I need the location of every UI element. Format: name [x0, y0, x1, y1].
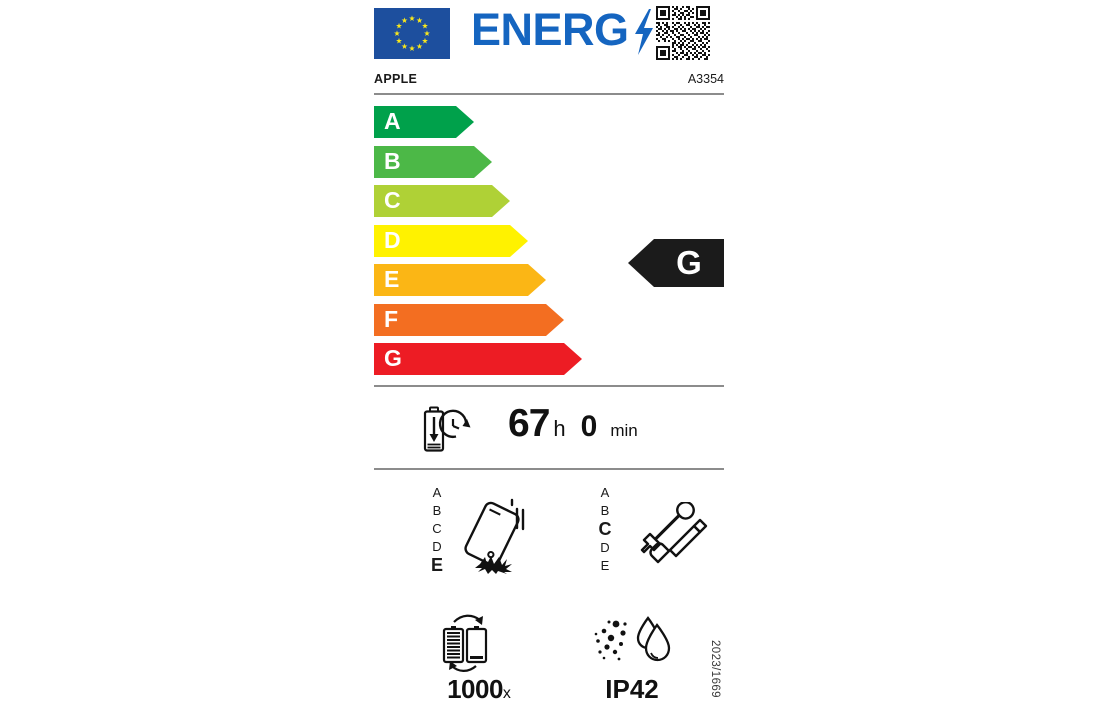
arrow-point	[628, 239, 654, 287]
drop-class-b: B	[432, 503, 442, 518]
endurance-hours: 67	[508, 402, 550, 445]
dropped-phone-icon	[460, 494, 534, 574]
endurance-minutes: 0	[580, 410, 598, 443]
bar-tip	[546, 303, 564, 336]
qr-code-icon	[656, 6, 710, 60]
battery-clock-icon	[422, 406, 476, 454]
energy-class-letter: E	[384, 266, 400, 292]
drop-class-a: A	[432, 485, 442, 500]
energy-class-letter: F	[384, 305, 399, 332]
arrow-body	[654, 239, 724, 287]
wrench-screwdriver-icon	[632, 500, 708, 568]
divider-scale-bottom	[374, 385, 724, 387]
energy-class-bar-a	[374, 106, 474, 138]
battery-cycle-icon	[438, 612, 510, 674]
endurance-hours-unit: h	[553, 416, 566, 441]
bar-body	[374, 106, 456, 138]
bar-tip	[528, 264, 546, 296]
repair-class-b: B	[600, 503, 610, 518]
energy-class-letter: B	[384, 147, 401, 174]
drop-class-d: D	[432, 539, 442, 554]
dust-water-drop-icon	[590, 614, 674, 672]
battery-cycles-count: 1000	[447, 674, 503, 704]
supplier-row: APPLE A3354	[374, 72, 724, 94]
supplier-name: APPLE	[374, 72, 418, 86]
drop-class-e: E	[430, 555, 443, 575]
energy-class-letter: D	[384, 226, 401, 253]
bar-body	[374, 145, 474, 178]
bar-body	[374, 185, 492, 217]
lightning-bolt-icon	[632, 8, 656, 56]
regulation-reference: 2023/1669	[709, 640, 721, 698]
bar-tip	[492, 185, 510, 217]
bar-body	[374, 224, 510, 257]
drop-class-c: C	[432, 521, 442, 536]
declared-energy-class-arrow: G	[628, 239, 724, 287]
bar-tip	[456, 106, 474, 138]
model-identifier: A3354	[687, 72, 724, 86]
label-header: ENERG	[368, 4, 728, 60]
energy-class-letter: A	[384, 108, 401, 134]
bar-tip	[510, 224, 528, 257]
energy-class-letter: C	[384, 187, 401, 213]
bar-body	[374, 264, 528, 296]
divider-endurance-bottom	[374, 468, 724, 470]
energy-class-bar-c	[374, 185, 510, 217]
battery-cycles-value-row: 1000x	[418, 674, 540, 705]
energy-class-bar-e	[374, 264, 546, 296]
energ-wordmark: ENERG	[471, 4, 629, 55]
repair-class-c: C	[598, 519, 612, 539]
energy-class-bar-b	[374, 145, 492, 178]
ingress-protection-value: IP42	[605, 674, 659, 704]
ingress-protection-section: IP42	[576, 612, 706, 710]
energy-class-bar-g	[374, 343, 582, 375]
repair-class-e: E	[600, 558, 610, 573]
eu-flag-icon	[374, 8, 450, 59]
bar-tip	[564, 343, 582, 375]
bar-body	[374, 343, 564, 375]
energy-class-bar-f	[374, 303, 564, 336]
endurance-values: 67 h 0 min	[508, 402, 638, 446]
energy-label-panel: ENERG	[368, 0, 728, 720]
battery-cycles-section: 1000x	[418, 612, 548, 710]
bar-body	[374, 303, 546, 336]
battery-cycles-suffix: x	[502, 685, 511, 702]
bar-tip	[474, 145, 492, 178]
repair-class-a: A	[600, 485, 610, 500]
repair-class-d: D	[600, 540, 610, 555]
battery-endurance-section: 67 h 0 min	[374, 398, 724, 460]
energy-class-letter: G	[384, 345, 402, 371]
divider-header	[374, 93, 724, 95]
energy-class-bar-d	[374, 224, 528, 257]
endurance-minutes-unit: min	[610, 421, 638, 440]
declared-class-letter: G	[676, 244, 702, 281]
